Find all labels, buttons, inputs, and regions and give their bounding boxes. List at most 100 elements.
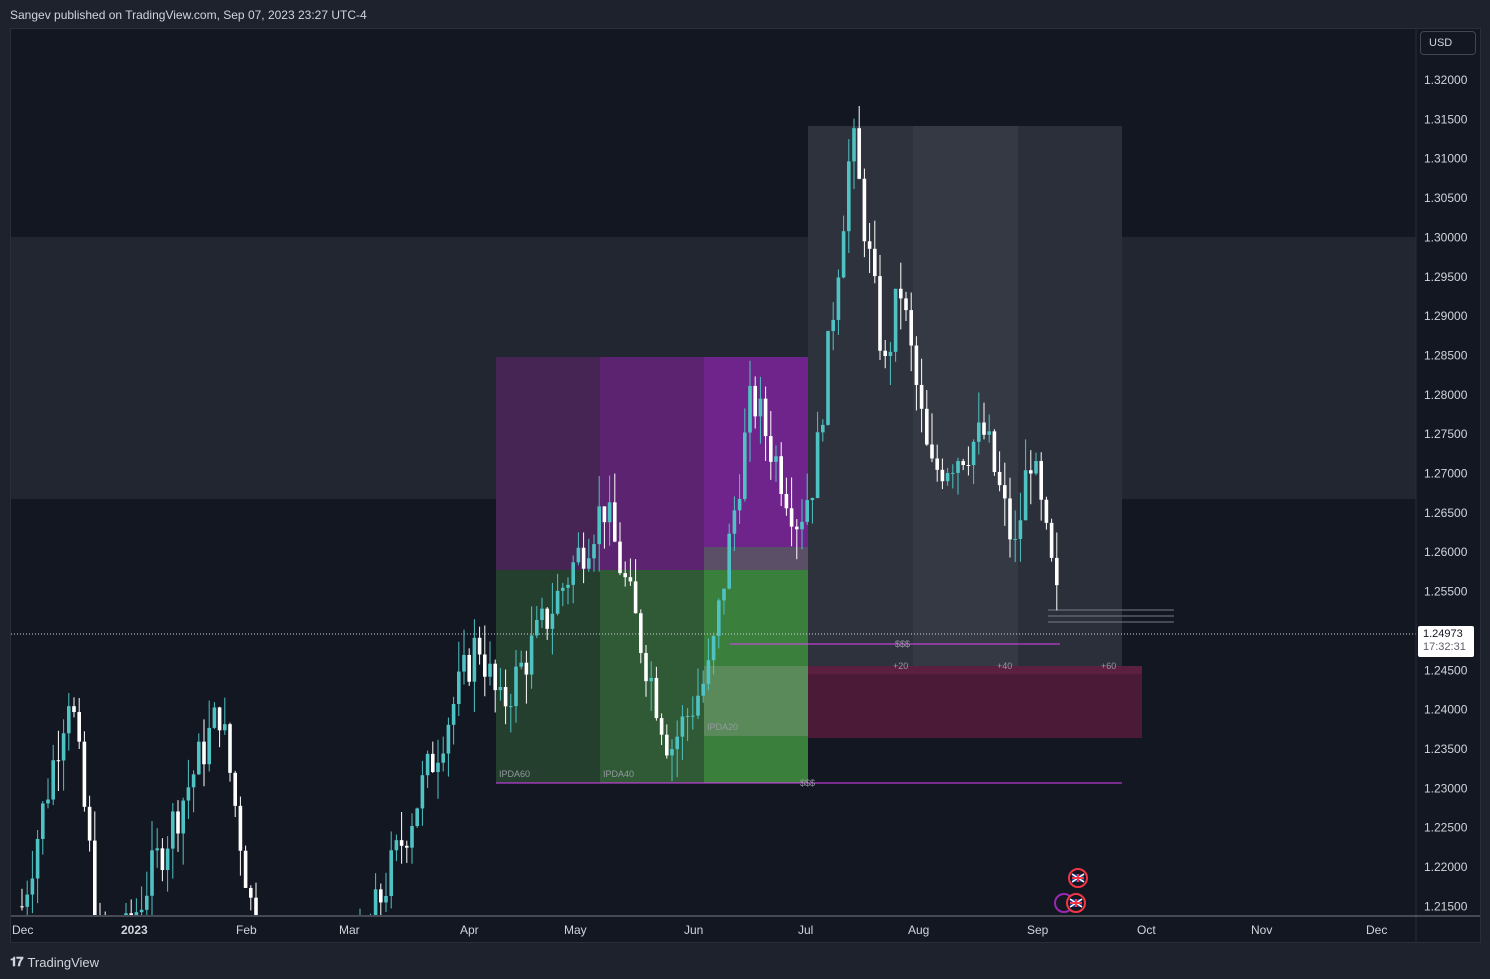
plus60-label: +60 — [1101, 661, 1116, 671]
candle-body — [784, 494, 789, 509]
time-axis-label: Jul — [798, 923, 813, 937]
candle-body — [20, 906, 24, 908]
candle-body — [847, 161, 851, 232]
uk-flag-icon[interactable] — [1068, 868, 1088, 888]
red-target-zone — [808, 666, 1142, 738]
candle-body — [691, 715, 695, 717]
currency-button[interactable]: USD — [1420, 31, 1476, 55]
candle-body — [483, 654, 487, 677]
candle-body — [732, 510, 737, 534]
ipda20-light-zone — [704, 666, 808, 736]
plus40-label: +40 — [997, 661, 1012, 671]
time-axis-label: Oct — [1137, 923, 1156, 937]
candle-body — [176, 811, 180, 834]
candle-body — [1034, 460, 1038, 474]
candle-body — [883, 350, 887, 357]
candle-body — [566, 584, 570, 588]
candle-body — [831, 319, 835, 332]
candle-body — [602, 506, 607, 523]
time-axis-label: Mar — [339, 923, 360, 937]
candle-body — [769, 436, 773, 462]
time-axis-label: Dec — [1366, 923, 1387, 937]
candle-body — [217, 707, 222, 731]
candle-body — [639, 613, 643, 654]
candle-body — [25, 894, 29, 907]
candle-body — [249, 887, 253, 898]
candle-body — [727, 533, 731, 589]
candle-body — [966, 465, 971, 467]
candle-body — [82, 741, 87, 807]
candle-body — [805, 500, 809, 522]
candle-body — [815, 432, 820, 499]
ipda40-green-zone — [600, 570, 704, 783]
candle-body — [753, 385, 757, 417]
candle-body — [680, 716, 685, 737]
candle-body — [821, 424, 825, 433]
candle-body — [61, 733, 66, 761]
current-price-tag: 1.24973 17:32:31 — [1418, 626, 1474, 657]
ipda40-label: IPDA40 — [603, 769, 634, 779]
background-layer — [11, 126, 1416, 783]
annotations-layer: IPDA60 IPDA40 IPDA20 $$$ $$$ +20 +40 +60 — [499, 639, 1116, 788]
candle-body — [441, 753, 445, 763]
price-axis-label: 1.31500 — [1424, 112, 1468, 126]
candle-body — [779, 456, 783, 495]
range-column-2 — [913, 126, 1018, 671]
price-axis[interactable]: 1.32000 1.31500 1.31000 1.30500 1.30000 1.295… — [1424, 73, 1468, 913]
publish-note: Sangev published on TradingView.com, Sep… — [10, 8, 367, 22]
candle-body — [46, 799, 50, 804]
price-axis-label: 1.29500 — [1424, 270, 1468, 284]
candle-body — [748, 385, 752, 433]
candle-body — [477, 637, 482, 655]
candle-body — [150, 850, 154, 896]
candle-body — [431, 753, 435, 773]
candle-body — [555, 590, 560, 614]
candle-body — [873, 248, 877, 277]
economic-events[interactable] — [1054, 868, 1088, 913]
candle-body — [670, 749, 674, 756]
candle-body — [940, 469, 945, 482]
candle-body — [498, 687, 503, 691]
candle-body — [535, 620, 539, 636]
candle-body — [207, 727, 211, 765]
candle-body — [1003, 485, 1007, 499]
candle-body — [181, 800, 185, 834]
candle-body — [925, 408, 929, 445]
price-axis-label: 1.22000 — [1424, 860, 1468, 874]
price-axis-label: 1.24000 — [1424, 703, 1468, 717]
range-column-1 — [808, 126, 913, 671]
candle-body — [254, 897, 258, 915]
candle-body — [56, 760, 61, 762]
candle-body — [1008, 498, 1012, 540]
candle-body — [529, 635, 534, 675]
ipda20-overlap-zone — [704, 547, 808, 570]
candle-body — [987, 431, 991, 435]
tradingview-brand[interactable]: 𝟏𝟕 TradingView — [10, 954, 99, 970]
candle-body — [654, 677, 659, 719]
candle-body — [67, 706, 71, 734]
candle-body — [197, 741, 201, 775]
candle-body — [836, 277, 841, 320]
candle-body — [212, 707, 217, 728]
candle-body — [867, 241, 872, 249]
candle-body — [93, 840, 97, 915]
candle-body — [893, 288, 898, 352]
candle-body — [743, 432, 747, 499]
candle-body — [581, 547, 586, 569]
candle-body — [706, 660, 711, 684]
bar-countdown: 17:32:31 — [1423, 641, 1466, 653]
candle-body — [384, 895, 388, 903]
time-axis[interactable]: Dec 2023 Feb Mar Apr May Jun Jul Aug Sep Oct Nov Dec — [12, 923, 1387, 937]
candle-body — [1018, 520, 1023, 539]
time-axis-label: Apr — [460, 923, 479, 937]
candle-body — [243, 850, 248, 888]
price-axis-label: 1.28500 — [1424, 348, 1468, 362]
ipda60-purple-zone — [496, 357, 600, 570]
candle-body — [607, 502, 612, 523]
candle-body — [545, 608, 549, 629]
price-axis-label: 1.22500 — [1424, 821, 1468, 835]
candle-body — [597, 506, 601, 545]
candle-body — [399, 840, 404, 846]
uk-flag-icon[interactable] — [1066, 893, 1086, 913]
